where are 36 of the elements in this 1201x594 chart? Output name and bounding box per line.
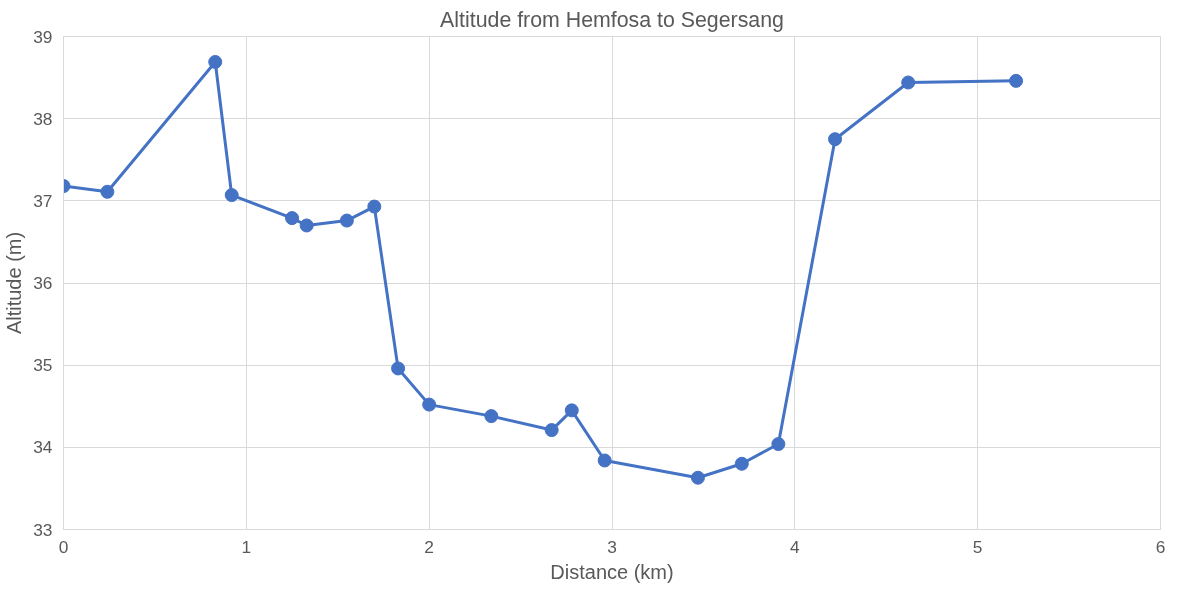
x-tick-label: 5 [972,536,983,557]
y-tick-label: 39 [33,26,53,47]
y-tick-label: 36 [33,273,53,293]
x-tick-label: 0 [58,536,69,557]
point [285,211,300,226]
y-tick-label: 35 [33,355,53,376]
point [690,470,705,485]
point [544,423,559,438]
point [771,437,786,452]
point [901,75,916,90]
y-tick-label: 37 [33,190,53,211]
y-tick-label: 38 [33,108,53,129]
point [734,456,749,471]
point [422,397,437,412]
y-tick-label: 33 [33,519,53,540]
x-tick-label: 1 [241,536,252,557]
point [367,199,382,214]
point [224,188,239,203]
point [100,184,115,199]
point [828,132,843,147]
point [564,403,579,418]
x-tick-label: 3 [607,536,617,557]
point [484,409,499,424]
y-axis-title: Altitude (m) [3,231,26,335]
point [391,361,406,376]
point [339,213,354,228]
x-tick-label: 6 [1155,536,1166,557]
x-axis-title: Distance (km) [550,560,674,583]
y-tick-label: 34 [33,437,53,458]
point [1009,73,1024,88]
chart-title: Altitude from Hemfosa to Segersang [440,7,784,32]
x-tick-label: 2 [424,536,434,557]
point [208,54,223,69]
point [597,453,612,468]
point [299,218,314,233]
x-tick-label: 4 [790,536,801,557]
